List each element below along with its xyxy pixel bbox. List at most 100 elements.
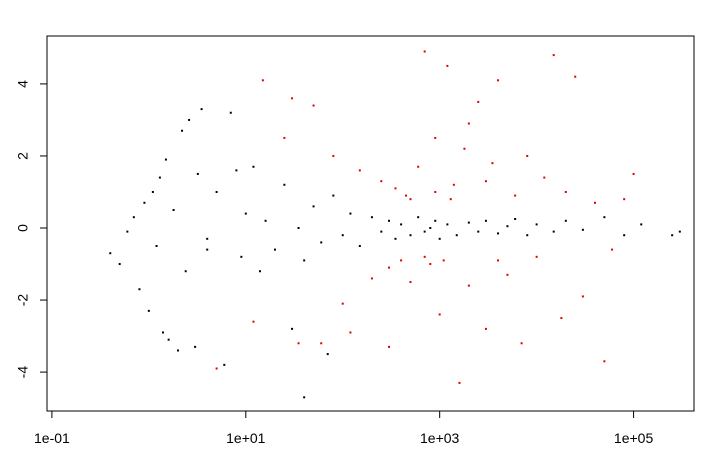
point: [423, 230, 426, 233]
point: [449, 198, 452, 201]
point: [196, 172, 199, 175]
point: [297, 342, 300, 345]
point: [147, 309, 150, 312]
point: [194, 345, 197, 348]
point: [458, 381, 461, 384]
point: [640, 223, 643, 226]
point: [409, 234, 412, 237]
point: [387, 345, 390, 348]
point: [162, 331, 165, 334]
point: [167, 338, 170, 341]
point: [229, 111, 232, 114]
point: [349, 331, 352, 334]
point: [258, 270, 261, 273]
point: [446, 64, 449, 67]
point: [370, 216, 373, 219]
point: [332, 154, 335, 157]
point: [497, 259, 500, 262]
x-tick-label: 1e-01: [34, 430, 70, 446]
point: [452, 183, 455, 186]
point: [215, 190, 218, 193]
point: [535, 223, 538, 226]
point: [312, 205, 315, 208]
point: [118, 263, 121, 266]
point: [297, 227, 300, 230]
point: [623, 198, 626, 201]
point: [477, 230, 480, 233]
point: [303, 396, 306, 399]
point: [438, 237, 441, 240]
point: [484, 219, 487, 222]
point: [520, 342, 523, 345]
point: [394, 237, 397, 240]
point: [463, 147, 466, 150]
point: [417, 216, 420, 219]
point: [400, 259, 403, 262]
point: [506, 225, 509, 228]
point: [380, 230, 383, 233]
x-tick-label: 1e+01: [226, 430, 266, 446]
point: [434, 219, 437, 222]
point: [506, 273, 509, 276]
point: [261, 79, 264, 82]
point: [206, 248, 209, 251]
point: [283, 183, 286, 186]
point: [184, 270, 187, 273]
point: [155, 245, 158, 248]
point: [177, 349, 180, 352]
point: [264, 219, 267, 222]
point: [312, 104, 315, 107]
point: [603, 216, 606, 219]
point: [326, 353, 329, 356]
x-tick-label: 1e+03: [420, 430, 460, 446]
point: [581, 295, 584, 298]
point: [514, 194, 517, 197]
point: [434, 136, 437, 139]
point: [423, 50, 426, 53]
point: [151, 190, 154, 193]
point: [560, 317, 563, 320]
point: [291, 327, 294, 330]
point: [380, 180, 383, 183]
point: [320, 241, 323, 244]
point: [206, 237, 209, 240]
point: [303, 259, 306, 262]
point: [671, 234, 674, 237]
point: [320, 342, 323, 345]
y-tick-label: 0: [15, 224, 31, 232]
point: [467, 221, 470, 224]
point: [405, 194, 408, 197]
point: [143, 201, 146, 204]
y-tick-label: -4: [15, 366, 31, 379]
point: [632, 172, 635, 175]
point: [283, 136, 286, 139]
point: [467, 122, 470, 125]
point: [188, 118, 191, 121]
y-tick-label: -2: [15, 294, 31, 307]
point: [484, 327, 487, 330]
point: [611, 248, 614, 251]
point: [240, 255, 243, 258]
point: [400, 223, 403, 226]
point: [429, 227, 432, 230]
point: [387, 266, 390, 269]
point: [552, 54, 555, 57]
point: [535, 255, 538, 258]
point: [484, 180, 487, 183]
point: [341, 302, 344, 305]
point: [491, 162, 494, 165]
point: [387, 219, 390, 222]
point: [235, 169, 238, 172]
point: [497, 79, 500, 82]
point: [455, 234, 458, 237]
point: [467, 284, 470, 287]
point: [543, 176, 546, 179]
point: [291, 97, 294, 100]
point: [200, 108, 203, 111]
point: [623, 234, 626, 237]
plot-frame: [46, 35, 695, 412]
point: [126, 230, 129, 233]
point: [332, 194, 335, 197]
